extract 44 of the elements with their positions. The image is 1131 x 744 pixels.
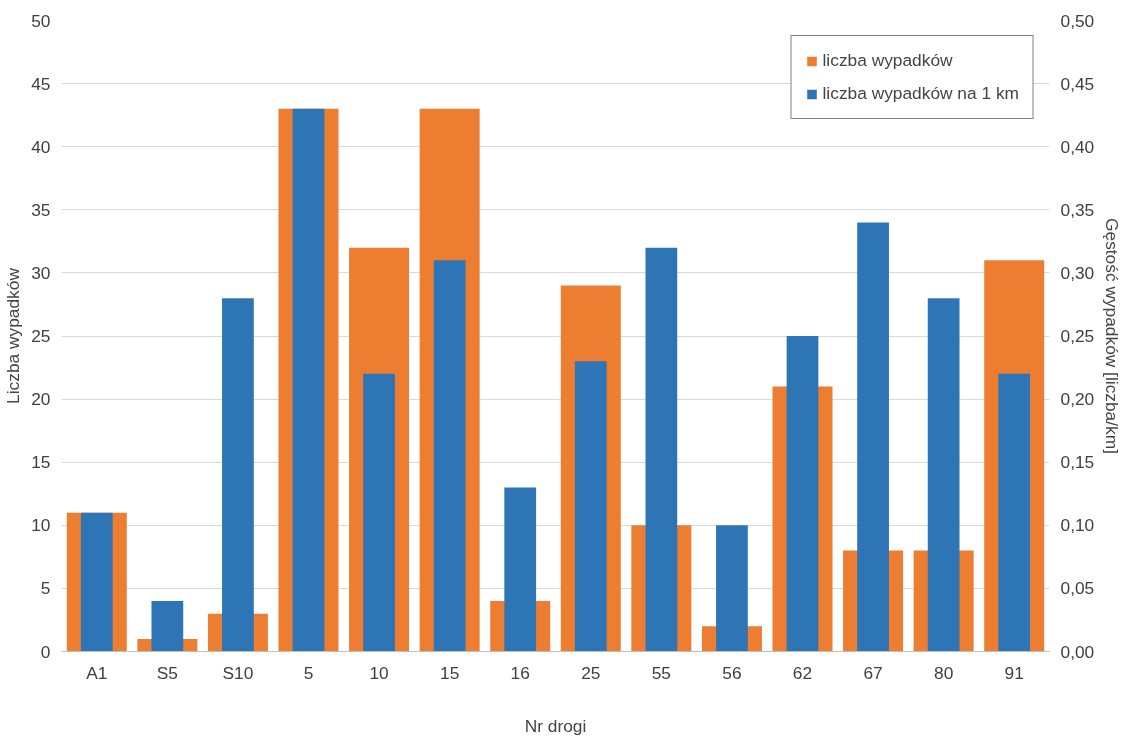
y-tick-label: 5 xyxy=(40,578,51,599)
y2-tick-label: 0,45 xyxy=(1060,73,1095,94)
y-tick-label: 20 xyxy=(31,389,51,410)
y2-tick-label: 0,20 xyxy=(1060,389,1095,410)
x-tick-label: 25 xyxy=(581,662,601,683)
y-tick-label: 10 xyxy=(31,515,51,536)
y2-tick-label: 0,35 xyxy=(1060,199,1095,220)
x-tick-label: 62 xyxy=(792,662,813,683)
x-tick-label: 15 xyxy=(440,662,460,683)
x-tick-label: 80 xyxy=(934,662,954,683)
x-axis-title: Nr drogi xyxy=(524,715,587,736)
y2-tick-label: 0,15 xyxy=(1060,452,1095,473)
y2-tick-label: 0,40 xyxy=(1060,136,1095,157)
y-tick-label: 40 xyxy=(31,136,51,157)
legend-label: liczba wypadków xyxy=(822,50,953,71)
x-tick-label: 56 xyxy=(722,662,742,683)
y-tick-label: 25 xyxy=(31,326,51,346)
bar xyxy=(998,373,1031,652)
y2-tick-label: 0,05 xyxy=(1060,578,1095,599)
x-tick-label: 10 xyxy=(369,662,389,683)
x-tick-label: 5 xyxy=(303,662,314,683)
x-tick-label: S5 xyxy=(156,662,178,683)
y-tick-label: 0 xyxy=(40,641,51,662)
x-tick-label: 91 xyxy=(1004,662,1024,683)
y2-tick-label: 0,25 xyxy=(1060,326,1095,346)
x-tick-label: S10 xyxy=(222,662,254,683)
y2-tick-label: 0,30 xyxy=(1060,262,1095,283)
y2-tick-label: 0,10 xyxy=(1060,515,1095,536)
x-tick-label: A1 xyxy=(86,662,108,683)
x-tick-label: 67 xyxy=(863,662,883,683)
y-tick-label: 45 xyxy=(31,73,51,94)
y-tick-label: 30 xyxy=(31,262,51,283)
y2-tick-label: 0,50 xyxy=(1060,10,1095,31)
y-tick-label: 50 xyxy=(31,10,51,31)
y-axis-title: Liczba wypadków xyxy=(3,267,24,404)
x-tick-label: 55 xyxy=(651,662,671,683)
bar xyxy=(433,260,466,652)
legend-label: liczba wypadków na 1 km xyxy=(822,83,1019,104)
x-tick-label: 16 xyxy=(510,662,530,683)
y2-axis-title: Gęstość wypadków [liczba/km] xyxy=(1102,218,1123,454)
y-tick-label: 15 xyxy=(31,452,51,473)
y-tick-label: 35 xyxy=(31,199,51,220)
y2-tick-label: 0,00 xyxy=(1060,641,1095,662)
bar xyxy=(363,373,395,652)
